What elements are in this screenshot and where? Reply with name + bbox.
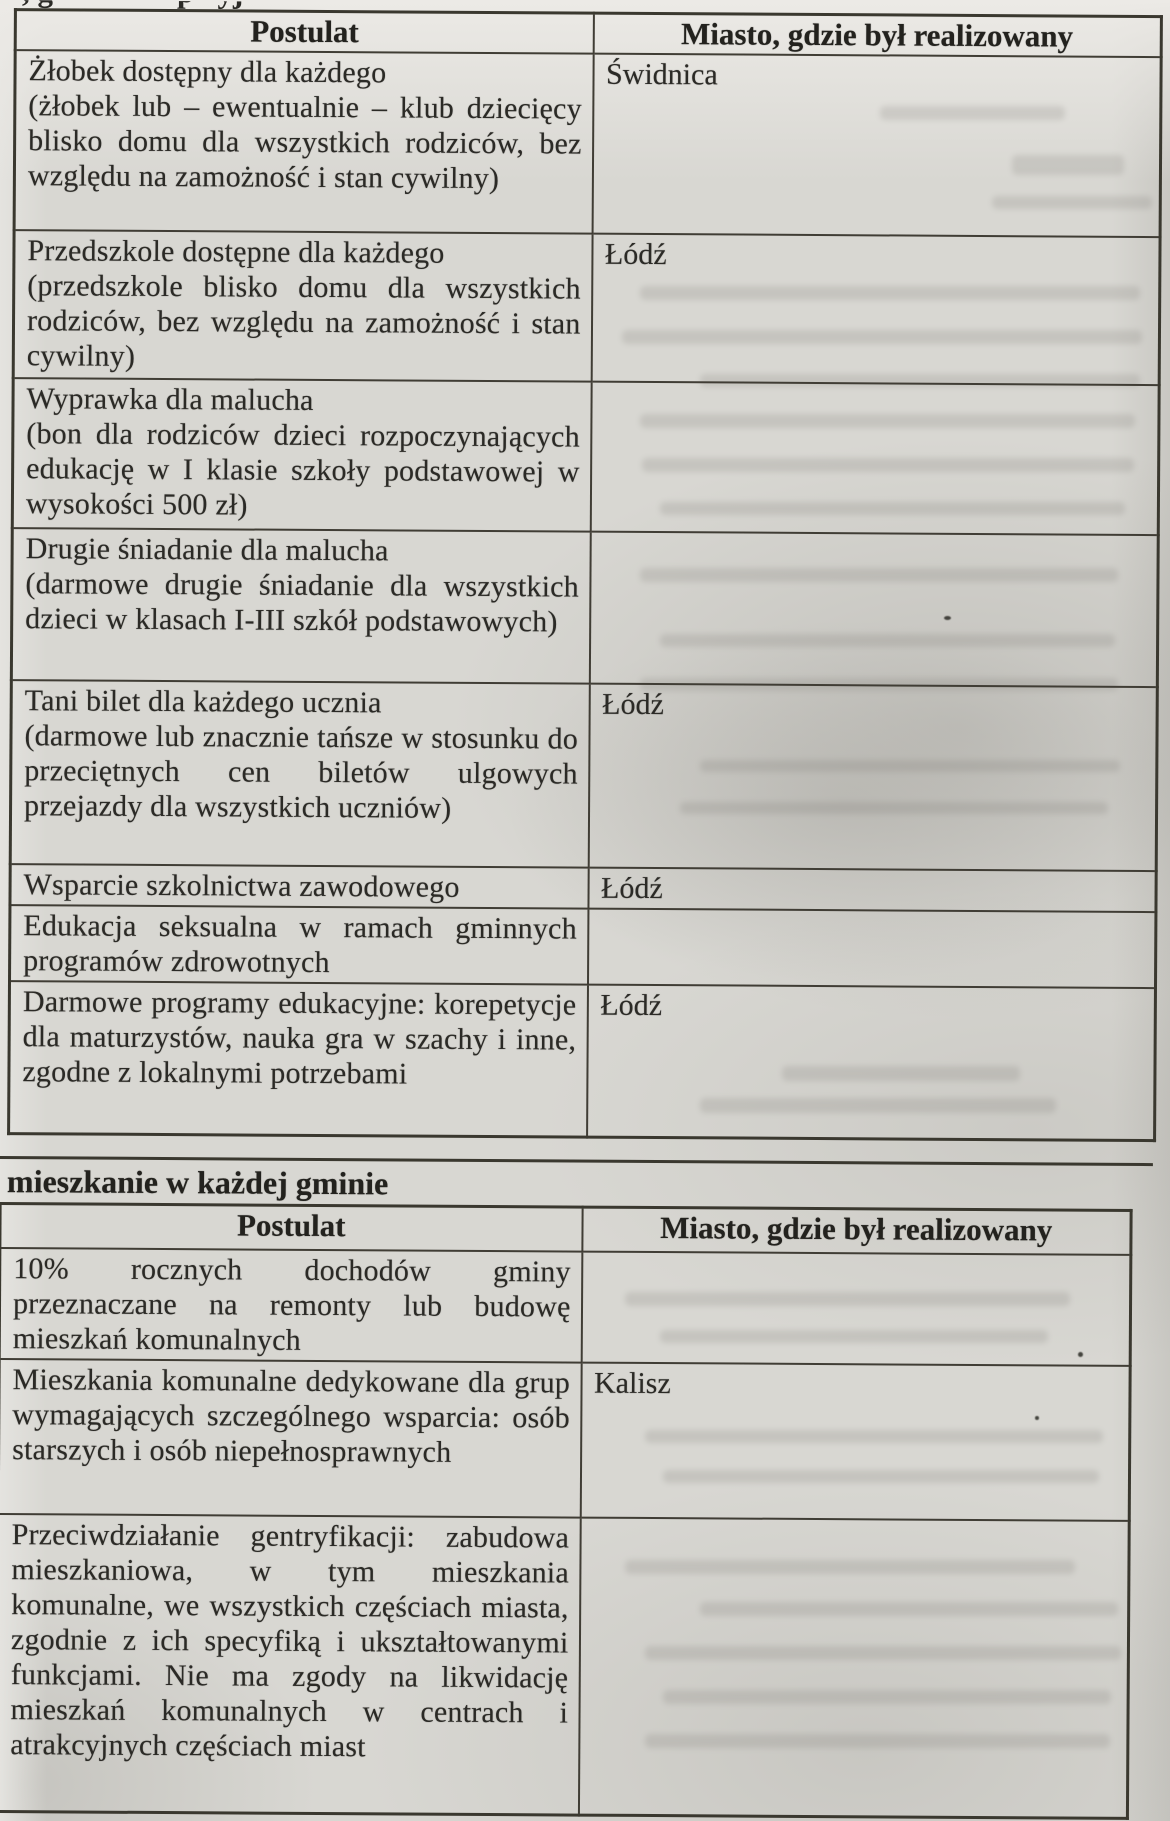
postulat-detail: (żłobek lub – ewentualnie – klub dziecię…	[27, 89, 582, 196]
miasto-cell	[581, 1251, 1131, 1366]
bleed-through-line	[700, 374, 1140, 387]
table-row: Przeciwdziałanie gentryfikacji: zabudowa…	[0, 1513, 1130, 1819]
table-postulaty-edukacyjne: Postulat Miasto, gdzie był realizowany Ż…	[7, 8, 1163, 1142]
bleed-through-line	[640, 678, 1118, 691]
column-header-miasto: Miasto, gdzie był realizowany	[593, 13, 1162, 58]
miasto-cell: Świdnica	[592, 53, 1162, 238]
miasto-value: Świdnica	[605, 57, 718, 92]
miasto-value	[601, 912, 1144, 915]
bleed-through-line	[1012, 155, 1124, 175]
postulat-cell: Mieszkania komunalne dedykowane dla grup…	[0, 1358, 582, 1518]
header-row: Postulat Miasto, gdzie był realizowany	[0, 1203, 1132, 1255]
bleed-through-line	[782, 1066, 1020, 1081]
table-row: Tani bilet dla każdego ucznia (darmowe l…	[10, 680, 1158, 872]
postulat-cell: Wsparcie szkolnictwa zawodowego	[9, 864, 589, 909]
postulat-title: Drugie śniadanie dla malucha	[25, 532, 389, 568]
miasto-cell: Łódź	[587, 867, 1157, 913]
table-row: Wsparcie szkolnictwa zawodowego Łódź	[9, 864, 1157, 913]
table-row: Drugie śniadanie dla malucha (darmowe dr…	[11, 528, 1159, 688]
bleed-through-line	[660, 1330, 1048, 1343]
bleed-through-line	[640, 286, 1140, 300]
miasto-value: Łódź	[600, 871, 663, 906]
miasto-cell	[590, 381, 1160, 536]
miasto-cell: Łódź	[591, 233, 1161, 386]
bleed-through-line	[645, 1646, 1121, 1660]
table-row: Mieszkania komunalne dedykowane dla grup…	[0, 1358, 1131, 1521]
postulat-title: Wsparcie szkolnictwa zawodowego	[23, 868, 460, 904]
postulat-cell: 10% rocznych dochodów gminy przeznaczane…	[0, 1247, 582, 1363]
postulat-cell: Wyprawka dla malucha (bon dla rodziców d…	[12, 378, 592, 532]
section-heading-mieszkanie: e mieszkanie w każdej gminie	[0, 1162, 389, 1202]
miasto-value: Łódź	[602, 687, 664, 722]
bleed-through-line	[663, 1470, 1099, 1483]
postulat-detail: (bon dla rodziców dzieci rozpoczynającyc…	[25, 417, 580, 522]
table-row: Darmowe programy edukacyjne: korepetycje…	[8, 981, 1156, 1141]
bleed-through-line	[645, 1734, 1110, 1748]
bleed-through-line	[660, 634, 1115, 647]
postulat-detail: (darmowe lub znacznie tańsze w stosunku …	[23, 719, 579, 825]
postulat-title: Tani bilet dla każdego ucznia	[24, 684, 382, 720]
bleed-through-line	[700, 1098, 1056, 1113]
bleed-through-line	[642, 458, 1134, 472]
postulat-title: Przedszkole dostępne dla każdego	[27, 234, 445, 270]
postulat-cell: Drugie śniadanie dla malucha (darmowe dr…	[11, 528, 591, 684]
miasto-cell	[578, 1517, 1130, 1819]
miasto-value	[604, 385, 1147, 388]
miasto-cell: Łódź	[586, 984, 1156, 1141]
postulat-title: Edukacja seksualna w ramach gminnych pro…	[23, 909, 577, 980]
miasto-cell: Kalisz	[580, 1362, 1131, 1521]
bleed-through-line	[663, 1690, 1111, 1704]
table-row: 10% rocznych dochodów gminy przeznaczane…	[0, 1247, 1131, 1366]
postulat-cell: Przeciwdziałanie gentryfikacji: zabudowa…	[0, 1513, 581, 1816]
postulat-detail: (darmowe drugie śniadanie dla wszystkich…	[25, 567, 580, 639]
miasto-cell: Łódź	[588, 683, 1158, 872]
table-postulaty-mieszkaniowe: Postulat Miasto, gdzie był realizowany 1…	[0, 1202, 1133, 1820]
bleed-through-line	[640, 568, 1118, 582]
miasto-value: Kalisz	[593, 1366, 671, 1400]
miasto-cell	[589, 531, 1159, 688]
ink-dot	[1035, 1416, 1039, 1420]
table-row: Wyprawka dla malucha (bon dla rodziców d…	[12, 378, 1160, 536]
miasto-cell	[587, 908, 1156, 989]
table-row: Przedszkole dostępne dla każdego (przeds…	[13, 230, 1161, 386]
postulat-title: Żłobek dostępny dla każdego	[28, 54, 387, 90]
postulat-cell: Tani bilet dla każdego ucznia (darmowe l…	[10, 680, 590, 868]
bleed-through-line	[880, 106, 1065, 120]
postulat-title: Wyprawka dla malucha	[26, 382, 314, 417]
postulat-title: Darmowe programy edukacyjne: korepetycje…	[22, 985, 577, 1091]
bleed-through-line	[660, 502, 1125, 515]
miasto-value: Łódź	[604, 237, 667, 272]
ink-dot	[1078, 1352, 1083, 1357]
header-row: Postulat Miasto, gdzie był realizowany	[15, 9, 1162, 58]
ink-dot	[944, 616, 951, 620]
bleed-through-line	[645, 1430, 1103, 1443]
postulat-cell: Przedszkole dostępne dla każdego (przeds…	[13, 230, 593, 382]
miasto-value	[593, 1520, 1117, 1523]
bleed-through-line	[640, 414, 1135, 428]
column-header-postulat: Postulat	[15, 9, 594, 54]
postulat-title: Mieszkania komunalne dedykowane dla grup…	[12, 1362, 571, 1469]
bleed-through-line	[992, 196, 1152, 209]
bleed-through-line	[700, 1602, 1118, 1616]
bleed-through-line	[700, 760, 1120, 772]
column-header-postulat: Postulat	[0, 1203, 583, 1252]
postulat-title: 10% rocznych dochodów gminy przeznaczane…	[12, 1251, 571, 1357]
bleed-through-line	[625, 1560, 1075, 1574]
postulat-cell: Darmowe programy edukacyjne: korepetycje…	[8, 981, 588, 1137]
table-row: Żłobek dostępny dla każdego (żłobek lub …	[14, 50, 1162, 238]
miasto-value	[595, 1254, 1119, 1257]
table-row: Edukacja seksualna w ramach gminnych pro…	[9, 905, 1156, 989]
postulat-detail: (przedszkole blisko domu dla wszystkich …	[26, 269, 581, 373]
miasto-value: Łódź	[600, 988, 663, 1023]
column-header-miasto: Miasto, gdzie był realizowany	[581, 1207, 1132, 1255]
postulat-title: Przeciwdziałanie gentryfikacji: zabudowa…	[10, 1517, 570, 1763]
bleed-through-line	[625, 1292, 1070, 1306]
miasto-value	[603, 535, 1146, 538]
bleed-through-line	[680, 802, 1108, 814]
postulat-cell: Żłobek dostępny dla każdego (żłobek lub …	[14, 50, 594, 234]
postulat-cell: Edukacja seksualna w ramach gminnych pro…	[9, 905, 588, 985]
bleed-through-line	[622, 330, 1142, 344]
